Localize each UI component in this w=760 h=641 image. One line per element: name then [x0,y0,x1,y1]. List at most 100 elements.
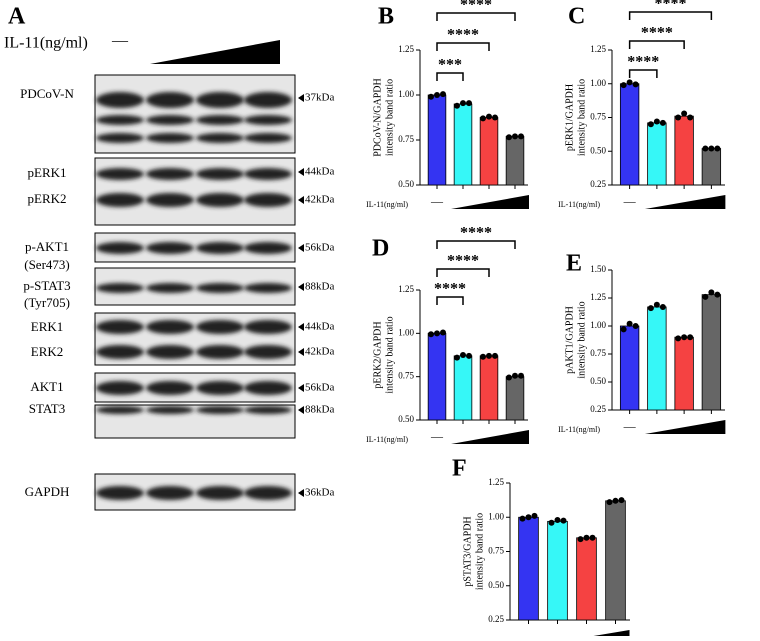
blot-label: ERK2 [31,344,64,359]
marker-arrow [298,384,304,392]
data-point [653,301,660,308]
y-tick-label: 1.00 [398,89,414,99]
significance-label: **** [447,27,479,44]
band [196,242,244,254]
band [146,115,194,125]
y-tick-label: 0.75 [398,371,414,381]
bar [605,500,626,621]
band [96,345,144,359]
band [96,133,144,143]
data-point [518,133,524,140]
band [146,242,194,254]
blot-label: pERK1 [28,165,67,180]
size-marker: 88kDa [305,404,334,416]
blot-label: (Ser473) [24,257,70,272]
band [196,406,244,414]
marker-arrow [298,94,304,102]
size-marker: 42kDa [305,194,334,206]
dose-wedge [451,195,529,209]
bar [518,516,539,621]
data-point [440,329,446,336]
data-point [687,334,694,341]
data-point [714,291,721,298]
data-point [492,114,498,121]
bar [505,376,525,421]
y-tick-label: 1.25 [398,284,414,294]
significance-bracket [628,69,658,78]
control-label: — [522,629,536,636]
marker-arrow [298,406,304,414]
panel-letter: E [566,251,582,277]
band [196,133,244,143]
data-point [626,320,633,327]
data-point [632,323,639,329]
data-point [434,330,440,337]
band [96,242,144,254]
data-point [531,512,538,519]
data-point [486,352,492,359]
blot-label: STAT3 [29,401,66,416]
size-marker: 88kDa [305,281,334,293]
data-point [480,115,486,122]
marker-arrow [298,323,304,331]
bar [619,325,640,411]
y-tick-label: 1.25 [488,477,504,487]
band [244,283,292,293]
data-point [708,145,715,152]
data-point [583,534,590,541]
band [244,168,292,180]
data-point [434,92,440,98]
data-point [714,145,721,152]
bar [479,117,499,186]
y-tick-label: 1.00 [398,327,414,337]
data-point [620,326,627,333]
data-point [702,293,709,300]
data-point [440,91,446,98]
blot-label: p-STAT3 [23,278,70,293]
data-point [647,305,654,312]
marker-arrow [298,196,304,204]
treatment-label: IL-11(ng/ml) [4,35,88,52]
y-tick-label: 1.00 [590,78,606,88]
blot-label: p-AKT1 [25,239,69,254]
band [96,486,144,500]
marker-arrow [298,168,304,176]
data-point [492,352,498,359]
y-axis-label: intensity band ratio [384,79,395,156]
data-point [506,374,512,381]
bar [479,355,499,421]
band [244,193,292,207]
significance-bracket [436,296,464,305]
data-point [506,134,512,141]
band [96,115,144,125]
band [96,168,144,180]
y-axis-label: PDCoV-N/GAPDH [372,78,383,157]
y-axis-label: pERK2/GAPDH [372,321,383,388]
x-axis-label: IL-11(ng/ml) [558,425,600,434]
control-label: — [623,194,637,208]
size-marker: 56kDa [305,382,334,394]
control-label: — [623,419,637,433]
bar [505,135,525,186]
bar [701,294,722,411]
band [244,486,292,500]
y-tick-label: 0.25 [590,404,606,414]
band [96,283,144,293]
x-axis-label: IL-11(ng/ml) [366,435,408,444]
dose-wedge [644,195,726,209]
control-label: — [430,429,444,443]
data-point [428,331,434,338]
band [196,320,244,334]
band [146,486,194,500]
blot-label: pERK2 [28,191,67,206]
band [96,381,144,395]
band [244,345,292,359]
data-point [480,353,486,360]
dose-wedge [150,40,280,64]
size-marker: 36kDa [305,487,334,499]
blot-label: AKT1 [30,379,63,394]
data-point [612,497,619,504]
size-marker: 42kDa [305,346,334,358]
bar [647,306,667,411]
